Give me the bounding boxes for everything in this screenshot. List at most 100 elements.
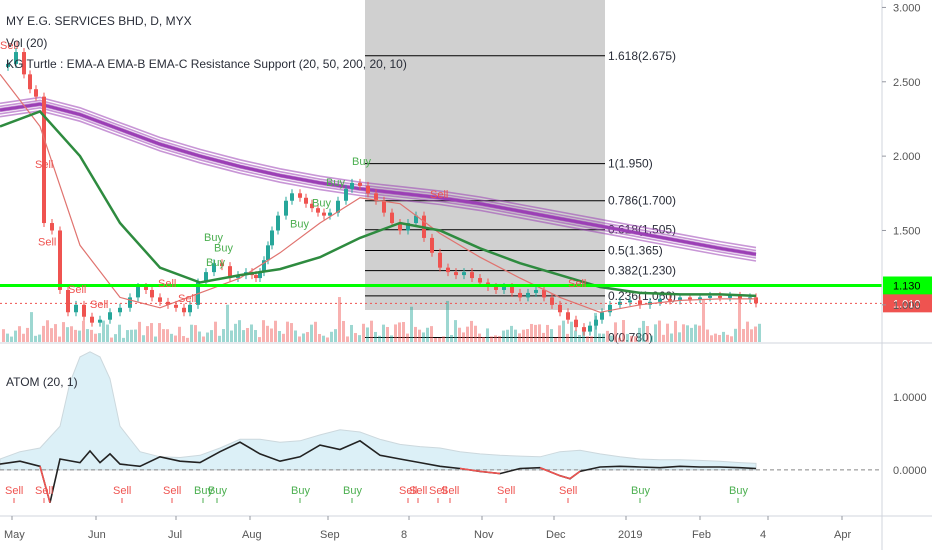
candle-body [658,298,662,302]
volume-bar [578,334,581,342]
volume-bar [398,322,401,342]
fibonacci-retracement[interactable]: 1.618(2.675)1(1.950)0.786(1.700)0.618(1.… [365,0,676,345]
volume-bar [330,331,333,342]
atom-negative-segment [459,467,481,473]
kg-turtle-indicator-label[interactable]: KG Turtle : EMA-A EMA-B EMA-C Resistance… [6,57,407,71]
candle-body [390,212,394,224]
candle-body [108,312,112,320]
price-tick-label: 2.500 [893,77,921,89]
signal-buy-label: Buy [214,242,233,254]
volume-bar [38,334,41,342]
ema-c-ribbon-strand [0,106,757,259]
signal-buy-label: Buy [204,232,223,244]
volume-bar [550,329,553,342]
signal-markers: SellSellSellSellSellSellSellBuyBuyBuyBuy… [0,40,586,311]
volume-bar [62,322,65,342]
volume-bar [546,324,549,342]
signal-buy-label: Buy [206,257,225,269]
candle-body [526,292,530,298]
volume-bar [338,297,341,342]
volume-bar [26,327,29,342]
volume-bar [590,336,593,342]
fib-level-label: 1(1.950) [608,157,653,171]
time-tick-label: Aug [242,529,262,541]
candle-body [74,304,78,313]
volume-bar [658,320,661,342]
signal-buy-label: Buy [352,156,371,168]
volume-bar [290,323,293,342]
volume-bar [206,332,209,342]
volume-bar [122,337,125,342]
volume-bar [526,329,529,342]
fib-level-label: 0(0.780) [608,331,653,345]
volume-bar [234,323,237,342]
volume-bar [538,324,541,342]
candle-body [166,301,170,305]
volume-bar [662,334,665,342]
last-price-text: 1.010 [893,298,921,310]
volume-bar [722,331,725,342]
candle-body [406,223,410,231]
symbol-title[interactable]: MY E.G. SERVICES BHD, D, MYX [6,14,192,28]
volume-bar [46,320,49,342]
volume-bar [342,320,345,342]
candle-body [350,182,354,189]
volume-bar [434,337,437,342]
time-tick-label: Feb [692,529,711,541]
signal-sell-label: Sell [90,299,108,311]
fib-level-label: 0.382(1.230) [608,264,676,278]
candle-body [566,312,570,320]
volume-bar [142,335,145,342]
volume-bar [542,332,545,342]
volume-bar [514,329,517,342]
signal-sell-label: Sell [568,278,586,290]
signal-sell-label: Sell [38,236,56,248]
volume-bar [690,327,693,342]
atom-buy-label: Buy [194,485,213,497]
ema-c-ribbon-strand [0,96,757,249]
candle-body [588,325,592,332]
volume-indicator-label[interactable]: Vol (20) [6,36,48,50]
candle-body [638,300,642,305]
atom-sell-label: Sell [429,485,447,497]
candle-body [316,208,320,213]
volume-bar [610,335,613,342]
candle-body [494,286,498,290]
time-tick-label: Apr [834,529,851,541]
volume-bar [630,335,633,342]
time-tick-label: 2019 [618,529,642,541]
candle-body [478,278,482,283]
candle-body [284,200,288,216]
volume-bar [58,336,61,342]
volume-bar [218,335,221,342]
candle-body [98,319,102,323]
atom-upper-band [0,351,757,471]
volume-bar [558,325,561,342]
candle-body [14,52,18,64]
atom-negative-segment [559,474,571,480]
volume-bar [414,326,417,342]
volume-bar [66,327,69,342]
volume-bar [406,333,409,342]
atom-indicator-label[interactable]: ATOM (20, 1) [6,375,78,389]
volume-bar [154,336,157,342]
volume-bar [734,328,737,342]
volume-bar [454,320,457,342]
candle-body [374,193,378,201]
volume-bar [650,335,653,342]
volume-bar [94,333,97,342]
candle-body [678,297,682,301]
volume-bar [82,320,85,342]
candle-body [188,304,192,313]
time-tick-label: Jul [168,529,182,541]
time-tick-label: Jun [88,529,106,541]
volume-bar [86,329,89,342]
candle-body [358,182,362,186]
volume-bar [446,300,449,342]
volume-bar [210,330,213,342]
price-tick-label: 3.000 [893,2,921,14]
volume-bar [270,328,273,342]
volume-bar [682,324,685,342]
candle-body [382,200,386,213]
